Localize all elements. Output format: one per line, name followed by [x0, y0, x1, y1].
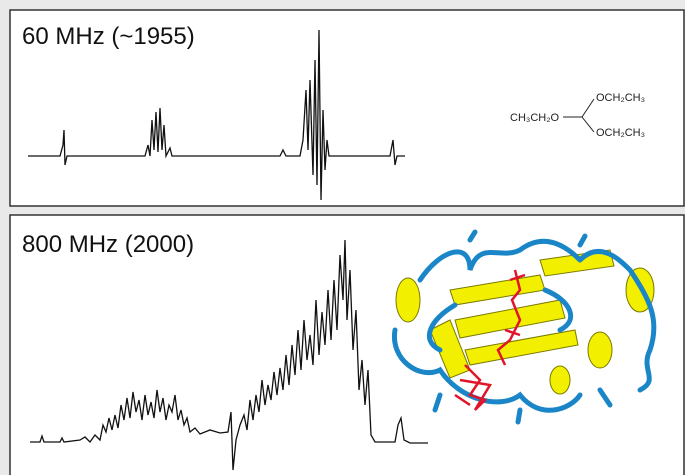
panel-label: 60 MHz (~1955) [22, 23, 195, 50]
helix [396, 278, 420, 322]
formula-bottom: OCH₂CH₃ [596, 127, 645, 139]
formula-left: CH₃CH₂O [510, 112, 560, 124]
panel-label: 800 MHz (2000) [22, 231, 194, 258]
figure: 60 MHz (~1955) CH₃CH₂O OCH₂CH₃ OCH₂CH₃ 8… [0, 0, 685, 475]
helix [550, 366, 570, 394]
helix [588, 332, 612, 368]
formula-top: OCH₂CH₃ [596, 92, 645, 104]
